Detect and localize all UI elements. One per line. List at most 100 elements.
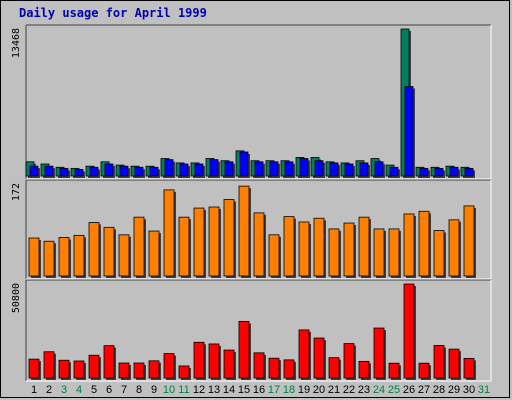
bar-1-17 bbox=[268, 234, 280, 277]
bar-1-1 bbox=[28, 237, 40, 277]
bar-2-15 bbox=[238, 320, 250, 379]
bar-0-1-6 bbox=[104, 163, 114, 177]
x-tick-label-22: 22 bbox=[343, 384, 355, 396]
bar-2-6 bbox=[103, 345, 115, 379]
bar-1-22 bbox=[343, 222, 355, 277]
x-tick-label-25: 25 bbox=[388, 384, 400, 396]
bar-2-10 bbox=[163, 353, 175, 379]
bar-2-20 bbox=[313, 337, 325, 379]
bar-2-30 bbox=[463, 357, 475, 379]
bar-0-1-14 bbox=[224, 161, 234, 177]
bar-1-12 bbox=[193, 207, 205, 277]
x-tick-label-14: 14 bbox=[223, 384, 235, 396]
chart-title: Daily usage for April 1999 bbox=[19, 6, 207, 20]
bar-2-23 bbox=[358, 360, 370, 379]
bar-2-7 bbox=[118, 362, 130, 379]
x-tick-label-23: 23 bbox=[358, 384, 370, 396]
bar-1-7 bbox=[118, 234, 130, 277]
bar-0-1-1 bbox=[29, 165, 39, 177]
bar-2-8 bbox=[133, 362, 145, 379]
x-tick-label-2: 2 bbox=[46, 384, 52, 396]
y-max-label-1: 172 bbox=[11, 183, 22, 201]
x-tick-label-11: 11 bbox=[178, 384, 189, 396]
x-tick-label-27: 27 bbox=[418, 384, 430, 396]
bar-0-1-3 bbox=[59, 167, 69, 177]
bar-0-1-22 bbox=[344, 163, 354, 177]
bar-1-18 bbox=[283, 216, 295, 277]
bar-0-1-7 bbox=[119, 165, 129, 177]
bar-0-1-8 bbox=[134, 166, 144, 177]
bar-1-20 bbox=[313, 217, 325, 277]
bar-0-1-13 bbox=[209, 159, 219, 177]
x-tick-label-16: 16 bbox=[253, 384, 265, 396]
x-tick-label-6: 6 bbox=[106, 384, 112, 396]
x-tick-label-10: 10 bbox=[163, 384, 175, 396]
bar-1-6 bbox=[103, 226, 115, 277]
bar-0-1-9 bbox=[149, 166, 159, 177]
bar-0-1-23 bbox=[359, 162, 369, 177]
bar-2-1 bbox=[28, 358, 40, 379]
bar-2-5 bbox=[88, 354, 100, 379]
bar-2-9 bbox=[148, 360, 160, 379]
bar-2-2 bbox=[43, 351, 55, 379]
bar-1-29 bbox=[448, 219, 460, 277]
x-tick-label-21: 21 bbox=[328, 384, 340, 396]
bar-1-11 bbox=[178, 216, 190, 277]
x-tick-label-29: 29 bbox=[448, 384, 460, 396]
bar-2-12 bbox=[193, 341, 205, 379]
bar-1-10 bbox=[163, 189, 175, 277]
bar-0-1-19 bbox=[299, 158, 309, 177]
bar-2-28 bbox=[433, 345, 445, 379]
bar-1-15 bbox=[238, 185, 250, 277]
bar-1-19 bbox=[298, 221, 310, 277]
x-tick-label-24: 24 bbox=[373, 384, 385, 396]
bar-2-21 bbox=[328, 357, 340, 379]
x-tick-label-3: 3 bbox=[61, 384, 67, 396]
x-tick-label-9: 9 bbox=[151, 384, 157, 396]
x-tick-label-13: 13 bbox=[208, 384, 220, 396]
bar-1-5 bbox=[88, 222, 100, 277]
bar-1-21 bbox=[328, 228, 340, 277]
bar-1-24 bbox=[373, 228, 385, 277]
bar-2-13 bbox=[208, 343, 220, 379]
bar-0-1-26 bbox=[404, 86, 414, 177]
x-tick-label-15: 15 bbox=[238, 384, 250, 396]
bar-0-1-29 bbox=[449, 166, 459, 177]
bar-2-24 bbox=[373, 327, 385, 379]
x-tick-label-31: 31 bbox=[478, 384, 490, 396]
bar-1-30 bbox=[463, 205, 475, 277]
bar-0-1-27 bbox=[419, 167, 429, 177]
bar-0-1-30 bbox=[464, 167, 474, 177]
bar-0-1-20 bbox=[314, 160, 324, 177]
bar-2-22 bbox=[343, 343, 355, 379]
bar-1-13 bbox=[208, 206, 220, 277]
bar-1-2 bbox=[43, 240, 55, 277]
x-tick-label-26: 26 bbox=[403, 384, 415, 396]
bar-0-1-16 bbox=[254, 161, 264, 177]
bar-1-25 bbox=[388, 228, 400, 277]
bar-2-4 bbox=[73, 360, 85, 379]
bar-2-19 bbox=[298, 329, 310, 379]
bar-1-28 bbox=[433, 230, 445, 277]
bar-1-23 bbox=[358, 216, 370, 277]
panel-0-bg bbox=[26, 25, 491, 179]
bar-1-9 bbox=[148, 230, 160, 277]
bar-0-1-12 bbox=[194, 163, 204, 177]
x-tick-label-18: 18 bbox=[283, 384, 295, 396]
x-tick-label-1: 1 bbox=[31, 384, 37, 396]
bar-0-1-28 bbox=[434, 167, 444, 177]
x-tick-label-19: 19 bbox=[298, 384, 310, 396]
y-max-label-2: 50800 bbox=[11, 283, 22, 313]
x-tick-label-5: 5 bbox=[91, 384, 97, 396]
bar-0-1-15 bbox=[239, 151, 249, 177]
bar-0-1-2 bbox=[44, 165, 54, 177]
bar-0-1-24 bbox=[374, 161, 384, 177]
bar-0-1-18 bbox=[284, 161, 294, 177]
bar-2-3 bbox=[58, 359, 70, 379]
bar-1-3 bbox=[58, 237, 70, 277]
x-tick-label-8: 8 bbox=[136, 384, 142, 396]
x-tick-label-17: 17 bbox=[268, 384, 280, 396]
x-tick-label-30: 30 bbox=[463, 384, 475, 396]
bar-0-1-17 bbox=[269, 161, 279, 177]
